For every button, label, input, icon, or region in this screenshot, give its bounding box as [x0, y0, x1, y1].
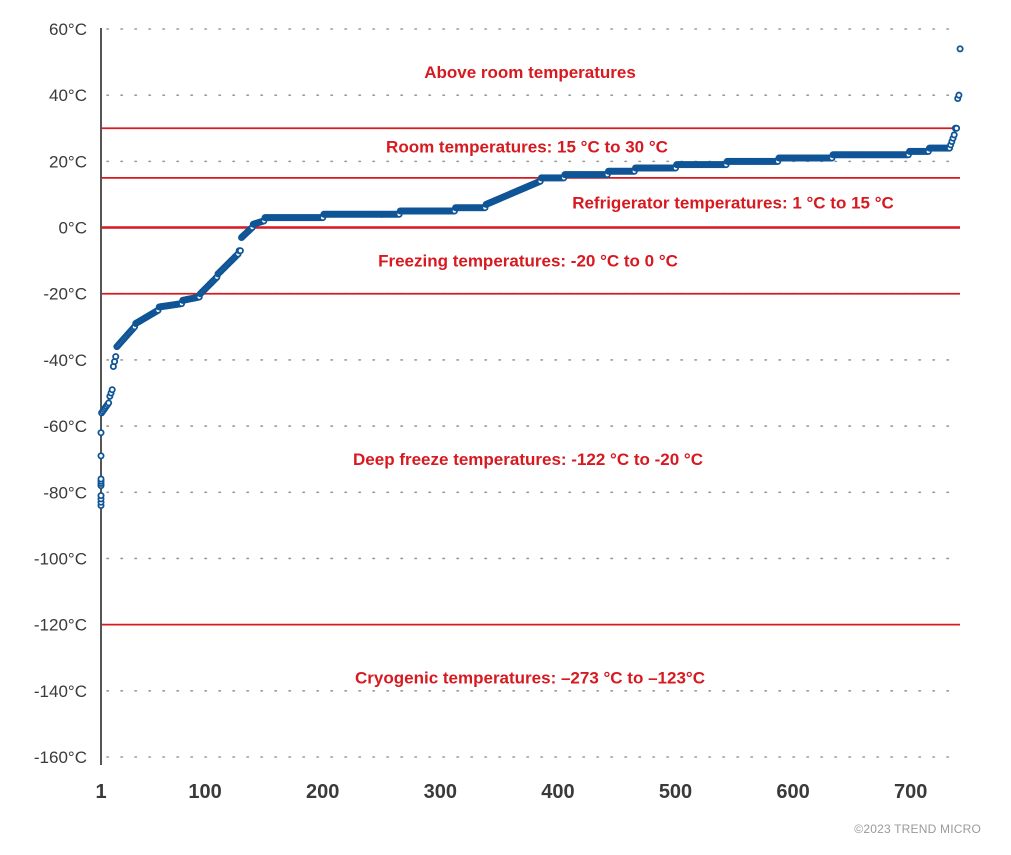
zone-label: Room temperatures: 15 °C to 30 °C [386, 137, 668, 156]
zone-label: Cryogenic temperatures: –273 °C to –123°… [355, 669, 705, 688]
data-point [953, 124, 961, 132]
x-tick-label: 200 [306, 781, 339, 803]
x-tick-label: 600 [776, 781, 809, 803]
x-axis-ticks: 1 100 200 300 400 500 600 700 [95, 781, 927, 803]
zone-label: Freezing temperatures: -20 °C to 0 °C [378, 252, 678, 271]
zone-label: Above room temperatures [424, 63, 636, 82]
data-point [112, 353, 120, 361]
x-tick-label: 100 [188, 781, 221, 803]
data-point [108, 386, 116, 394]
data-point [955, 91, 963, 99]
y-tick-label: -160°C [34, 748, 87, 767]
y-tick-label: -40°C [43, 351, 87, 370]
y-tick-label: 40°C [49, 86, 87, 105]
data-point [236, 247, 244, 255]
zone-label: Refrigerator temperatures: 1 °C to 15 °C [572, 194, 894, 213]
data-point [97, 429, 105, 437]
data-point [97, 492, 105, 500]
y-tick-label: 60°C [49, 20, 87, 39]
x-tick-label: 1 [95, 781, 106, 803]
data-point [97, 452, 105, 460]
x-tick-label: 500 [659, 781, 692, 803]
data-point [956, 45, 964, 53]
y-tick-label: -20°C [43, 285, 87, 304]
y-axis-ticks: 60°C 40°C 20°C 0°C -20°C -40°C -60°C -80°C -100°… [34, 20, 87, 767]
x-tick-label: 300 [424, 781, 457, 803]
y-tick-label: -140°C [34, 682, 87, 701]
data-points [97, 45, 964, 510]
y-tick-label: -120°C [34, 616, 87, 635]
x-tick-label: 400 [541, 781, 574, 803]
data-point [950, 131, 958, 139]
y-tick-label: -60°C [43, 417, 87, 436]
y-tick-label: 0°C [58, 219, 87, 238]
zone-labels: Above room temperatures Room temperatures… [353, 63, 894, 688]
y-tick-label: 20°C [49, 152, 87, 171]
zone-threshold-lines [101, 127, 960, 626]
y-tick-label: -100°C [34, 549, 87, 568]
zone-label: Deep freeze temperatures: -122 °C to -20… [353, 450, 703, 469]
x-tick-label: 700 [894, 781, 927, 803]
copyright-credit: ©2023 TREND MICRO [854, 822, 981, 836]
data-point [105, 399, 113, 407]
data-point [97, 475, 105, 483]
y-tick-label: -80°C [43, 483, 87, 502]
